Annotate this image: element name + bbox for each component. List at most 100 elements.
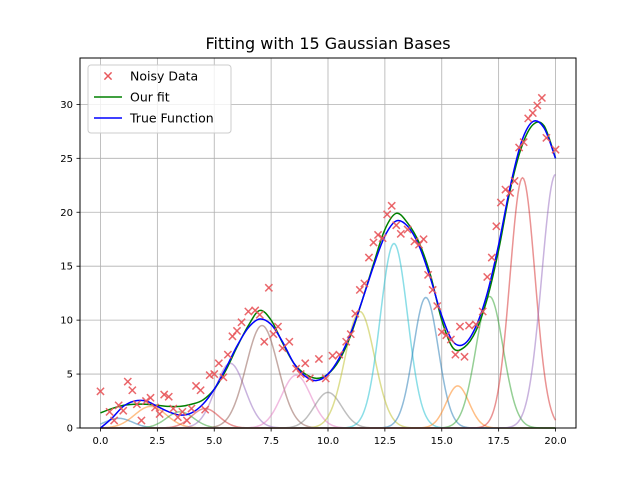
x-marker-stroke (164, 392, 173, 401)
noisy-data-point (123, 377, 132, 386)
x-marker-stroke (305, 374, 314, 383)
x-marker-stroke (342, 337, 351, 346)
noisy-data-point (528, 108, 537, 118)
x-tick-label: 12.5 (374, 436, 396, 447)
noisy-data-point (369, 238, 378, 247)
line-layer (99, 120, 557, 429)
noisy-data-point (446, 335, 455, 344)
noisy-data-point (264, 283, 273, 292)
x-marker-stroke (244, 307, 253, 316)
x-marker-stroke (464, 321, 474, 330)
noisy-data-point (487, 253, 496, 262)
noisy-data-point (255, 310, 264, 319)
noisy-data-point (201, 405, 210, 414)
x-marker-stroke (501, 185, 510, 194)
x-marker-stroke (383, 210, 392, 219)
noisy-data-point (146, 393, 155, 402)
x-marker-stroke (160, 390, 169, 399)
noisy-data-point (351, 309, 360, 318)
noisy-data-point (464, 321, 474, 330)
x-marker-stroke (328, 351, 337, 360)
x-marker-stroke (542, 133, 551, 142)
noisy-data-point (321, 374, 330, 383)
x-marker-stroke (373, 230, 383, 240)
y-tick-label: 25 (60, 154, 73, 165)
noisy-data-point (214, 359, 223, 368)
x-marker-stroke (346, 330, 355, 339)
x-marker-stroke (223, 350, 233, 359)
y-tick-label: 10 (60, 316, 73, 327)
x-marker-stroke (255, 310, 264, 319)
y-tick-label: 20 (60, 208, 73, 219)
noisy-data-point (314, 354, 324, 364)
noisy-data-point (237, 318, 246, 327)
x-tick-label: 0.0 (93, 436, 109, 447)
noisy-data-point (492, 222, 501, 231)
noisy-data-point (501, 185, 510, 194)
legend-label: True Function (129, 111, 214, 126)
noisy-data-point (396, 229, 405, 238)
x-marker-stroke (114, 401, 123, 410)
scatter-layer (96, 93, 560, 425)
x-marker-stroke (392, 221, 401, 230)
x-marker-stroke (369, 238, 378, 247)
x-marker-stroke (505, 188, 515, 197)
noisy-data-point (423, 270, 433, 279)
x-marker-stroke (355, 285, 364, 295)
legend-label: Noisy Data (130, 69, 198, 84)
x-marker-stroke (232, 326, 242, 336)
x-marker-stroke (191, 381, 201, 391)
x-marker-stroke (492, 222, 501, 231)
noisy-data-point (471, 320, 481, 329)
noisy-data-point (519, 138, 528, 147)
noisy-data-point (419, 235, 428, 244)
noisy-data-point (403, 225, 412, 234)
noisy-data-point (360, 279, 369, 288)
x-marker-stroke (105, 407, 114, 416)
x-marker-stroke (378, 234, 387, 243)
noisy-data-point (335, 350, 344, 359)
noisy-data-point (273, 322, 283, 331)
x-marker-stroke (150, 403, 160, 412)
legend-label: Our fit (130, 90, 170, 105)
legend-box (87, 64, 232, 134)
chart-title: Fitting with 15 Gaussian Bases (205, 34, 450, 53)
y-tick-label: 30 (60, 100, 73, 111)
x-marker-stroke (119, 406, 128, 415)
x-marker-stroke (214, 359, 223, 368)
x-marker-stroke (419, 235, 428, 244)
x-marker-stroke (433, 301, 442, 311)
noisy-data-point (96, 387, 105, 396)
legend: Noisy Data Our fit True Function (87, 64, 232, 134)
noisy-data-point (305, 374, 314, 383)
x-marker-stroke (196, 386, 205, 395)
x-marker-stroke (387, 201, 396, 210)
x-marker-stroke (410, 237, 419, 246)
noisy-data-point (387, 201, 396, 210)
x-tick-label: 20.0 (544, 436, 566, 447)
noisy-data-point (296, 369, 305, 379)
legend-marker-x (103, 71, 113, 81)
x-marker-stroke (442, 331, 451, 340)
x-marker-stroke (187, 404, 196, 413)
x-marker-stroke (123, 377, 132, 386)
noisy-data-point (364, 253, 374, 262)
noisy-data-point (278, 344, 287, 353)
x-marker-stroke (314, 354, 324, 364)
noisy-data-point (155, 409, 164, 419)
noisy-data-point (373, 230, 383, 240)
noisy-data-point (510, 176, 519, 186)
x-marker-stroke (146, 393, 155, 402)
x-tick-label: 15.0 (431, 436, 453, 447)
x-marker-stroke (360, 279, 369, 288)
x-marker-stroke (478, 307, 487, 316)
noisy-data-point (383, 210, 392, 219)
noisy-data-point (219, 373, 228, 382)
noisy-data-point (244, 307, 253, 316)
noisy-data-point (551, 145, 560, 154)
x-marker-stroke (260, 337, 269, 346)
x-marker-stroke (251, 306, 260, 315)
x-marker-stroke (109, 416, 119, 425)
x-marker-stroke (210, 369, 219, 379)
